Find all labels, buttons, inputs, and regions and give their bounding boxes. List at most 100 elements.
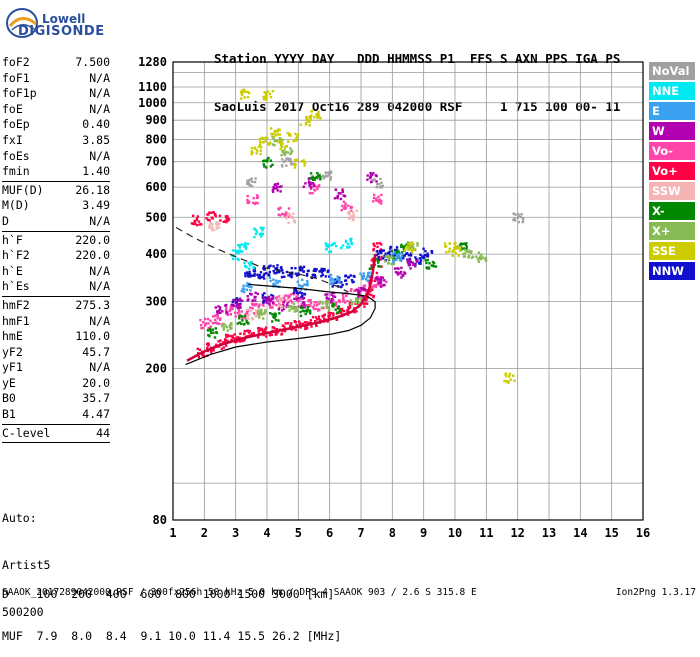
data-point (327, 244, 331, 247)
data-point (257, 310, 260, 314)
data-point (346, 313, 350, 316)
parameter-value: 4.47 (82, 407, 110, 422)
data-point (378, 265, 381, 268)
data-point (380, 243, 383, 246)
data-point (225, 220, 228, 224)
data-point (293, 220, 297, 224)
data-point (226, 335, 229, 338)
data-point (236, 311, 240, 315)
data-point (304, 123, 308, 126)
data-point (240, 310, 244, 313)
data-point (340, 311, 343, 315)
data-point (331, 299, 335, 302)
data-point (264, 335, 268, 338)
data-point (303, 310, 306, 313)
data-point (279, 141, 282, 144)
data-point (232, 298, 235, 302)
data-point (408, 242, 411, 246)
data-point (380, 186, 383, 189)
data-point (377, 195, 380, 198)
data-point (237, 258, 240, 262)
data-point (244, 245, 248, 249)
data-point (327, 308, 331, 312)
y-tick-label: 300 (145, 295, 167, 309)
data-point (312, 184, 316, 187)
data-point (394, 271, 398, 274)
data-point (513, 217, 516, 220)
data-point (269, 159, 273, 162)
data-point (280, 212, 284, 216)
data-point (308, 177, 312, 180)
data-point (379, 251, 383, 254)
data-point (336, 275, 339, 278)
series-ssw (208, 209, 359, 321)
data-point (369, 173, 373, 177)
parameter-row: yF2 45.7 (2, 345, 110, 361)
data-point (344, 279, 348, 282)
data-point (290, 328, 294, 331)
x-tick-label: 16 (636, 526, 650, 540)
data-point (274, 318, 278, 322)
data-point (231, 300, 234, 304)
parameter-value: 35.7 (82, 391, 110, 406)
data-point (390, 249, 394, 253)
data-point (214, 222, 218, 225)
data-point (195, 217, 199, 220)
data-point (462, 242, 465, 246)
data-point (261, 329, 265, 332)
data-point (285, 303, 289, 307)
data-point (401, 245, 404, 248)
data-point (259, 146, 263, 149)
data-point (425, 266, 428, 269)
data-point (260, 313, 264, 316)
data-point (217, 226, 221, 229)
data-point (263, 310, 267, 314)
data-point (341, 244, 345, 247)
parameter-value: 1.40 (82, 164, 110, 179)
data-point (321, 315, 325, 318)
data-point (315, 175, 318, 179)
data-point (225, 306, 228, 309)
data-point (316, 187, 319, 191)
data-point (364, 302, 367, 305)
data-point (432, 261, 436, 265)
data-point (295, 295, 298, 299)
data-point (334, 188, 338, 191)
data-point (348, 217, 351, 220)
data-point (313, 301, 316, 304)
data-point (248, 329, 252, 333)
parameter-row: D N/A (2, 214, 110, 230)
data-point (363, 284, 367, 287)
data-point (218, 322, 221, 326)
data-point (334, 301, 338, 305)
data-point (408, 257, 412, 261)
y-tick-label: 600 (145, 180, 167, 194)
data-point (309, 312, 312, 315)
data-point (367, 271, 370, 275)
data-point (368, 274, 371, 278)
data-point (334, 244, 338, 248)
y-tick-label: 80 (153, 513, 167, 527)
data-point (258, 144, 262, 147)
logo-brand-bottom: DIGISONDE (18, 24, 105, 39)
data-point (426, 252, 429, 255)
data-point (391, 256, 394, 259)
data-point (245, 288, 249, 292)
data-point (332, 312, 335, 315)
data-point (234, 337, 237, 340)
data-point (245, 271, 249, 274)
data-point (248, 273, 252, 276)
data-point (270, 333, 274, 337)
data-point (517, 213, 520, 216)
data-point (368, 267, 372, 270)
data-point (286, 294, 290, 297)
data-point (311, 175, 314, 178)
data-point (282, 213, 286, 216)
data-point (242, 287, 246, 290)
data-point (286, 157, 290, 161)
data-point (380, 181, 383, 184)
data-point (301, 297, 305, 300)
data-point (351, 300, 354, 304)
data-point (358, 300, 361, 304)
data-point (469, 252, 473, 255)
